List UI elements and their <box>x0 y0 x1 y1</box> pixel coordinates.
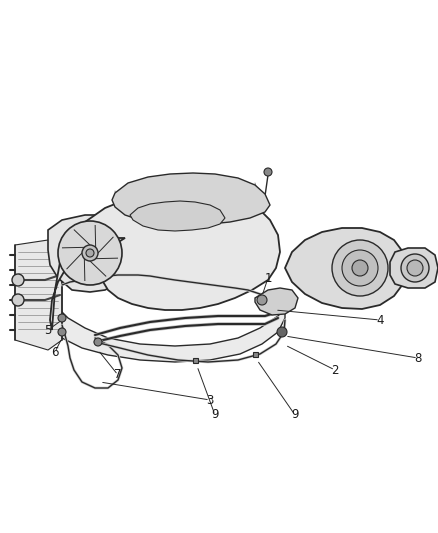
Polygon shape <box>112 173 270 225</box>
Text: 7: 7 <box>114 368 122 382</box>
Polygon shape <box>255 288 298 315</box>
Circle shape <box>58 314 66 322</box>
Circle shape <box>182 212 198 228</box>
Text: 3: 3 <box>206 393 214 407</box>
Polygon shape <box>130 201 225 231</box>
Circle shape <box>12 294 24 306</box>
Polygon shape <box>48 215 132 292</box>
Text: 5: 5 <box>44 324 52 336</box>
Text: 1: 1 <box>264 271 272 285</box>
Circle shape <box>264 168 272 176</box>
Text: 9: 9 <box>211 408 219 422</box>
Text: 2: 2 <box>331 364 339 376</box>
Text: 8: 8 <box>414 351 422 365</box>
Circle shape <box>401 254 429 282</box>
Text: 9: 9 <box>291 408 299 422</box>
Circle shape <box>58 221 122 285</box>
Text: 4: 4 <box>376 313 384 327</box>
Circle shape <box>332 240 388 296</box>
Bar <box>192 358 198 362</box>
Text: 6: 6 <box>51 345 59 359</box>
Bar <box>252 351 258 357</box>
Polygon shape <box>390 248 438 288</box>
Polygon shape <box>50 190 280 330</box>
Circle shape <box>352 260 368 276</box>
Polygon shape <box>285 228 406 309</box>
Circle shape <box>58 328 66 336</box>
Circle shape <box>82 245 98 261</box>
Circle shape <box>342 250 378 286</box>
Circle shape <box>94 338 102 346</box>
Circle shape <box>86 249 94 257</box>
Circle shape <box>12 274 24 286</box>
Circle shape <box>277 327 287 337</box>
Polygon shape <box>15 240 62 350</box>
Polygon shape <box>52 308 285 362</box>
Circle shape <box>257 295 267 305</box>
Circle shape <box>407 260 423 276</box>
